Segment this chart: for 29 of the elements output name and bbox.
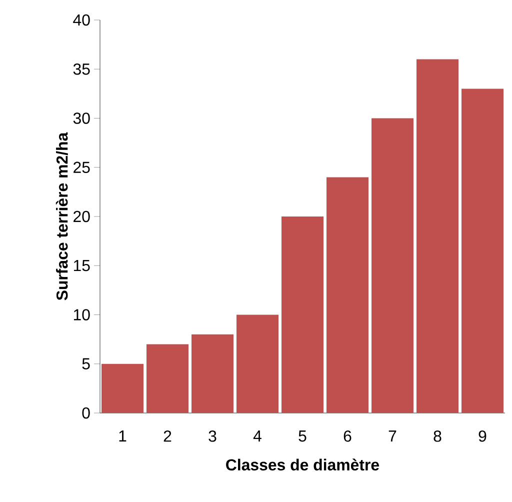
y-tick-label: 25 — [74, 162, 90, 174]
x-tick-label: 7 — [388, 430, 396, 442]
y-tick-label: 0 — [82, 407, 90, 419]
x-tick-label: 9 — [478, 430, 486, 442]
bar — [461, 88, 504, 413]
x-tick-label: 8 — [434, 430, 442, 442]
bar — [192, 334, 234, 413]
x-tick-label: 5 — [298, 430, 306, 442]
y-tick-label: 5 — [82, 358, 90, 370]
bar — [146, 344, 188, 413]
x-tick-label: 1 — [119, 430, 126, 442]
bar — [326, 177, 368, 413]
x-tick-label: 6 — [344, 430, 352, 442]
bar — [416, 59, 458, 413]
bar — [371, 118, 414, 413]
x-tick-label: 2 — [164, 430, 172, 442]
bar — [281, 216, 324, 413]
x-tick-label: 4 — [253, 430, 262, 442]
bar — [236, 314, 278, 413]
y-tick-label: 30 — [73, 112, 90, 124]
y-tick-label: 15 — [74, 260, 90, 272]
x-tick-label: 3 — [208, 430, 216, 442]
y-tick-label: 10 — [74, 309, 90, 320]
y-tick-label: 40 — [73, 14, 90, 26]
y-tick-label: 35 — [73, 63, 90, 75]
bar — [102, 364, 144, 413]
y-axis-title: Surface terrière m2/ha — [56, 132, 68, 300]
x-axis-title: Classes de diamètre — [226, 458, 379, 470]
y-tick-label: 20 — [74, 210, 90, 222]
